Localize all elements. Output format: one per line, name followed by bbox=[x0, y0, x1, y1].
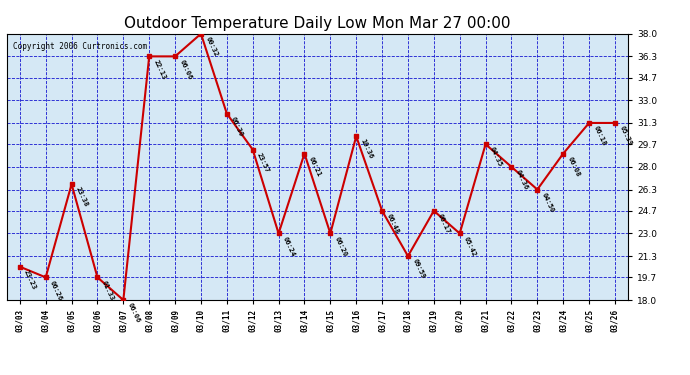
Text: 06:06: 06:06 bbox=[126, 302, 141, 324]
Text: 06:20: 06:20 bbox=[333, 236, 348, 257]
Title: Outdoor Temperature Daily Low Mon Mar 27 00:00: Outdoor Temperature Daily Low Mon Mar 27… bbox=[124, 16, 511, 31]
Text: 06:21: 06:21 bbox=[308, 156, 322, 177]
Text: 05:42: 05:42 bbox=[463, 236, 477, 257]
Text: 22:13: 22:13 bbox=[152, 58, 167, 80]
Text: 06:26: 06:26 bbox=[49, 279, 63, 301]
Text: Copyright 2006 Curtronics.com: Copyright 2006 Curtronics.com bbox=[13, 42, 147, 51]
Text: 23:38: 23:38 bbox=[75, 186, 89, 208]
Text: 09:59: 09:59 bbox=[411, 258, 426, 280]
Text: 06:06: 06:06 bbox=[178, 58, 193, 80]
Text: 04:50: 04:50 bbox=[540, 192, 555, 213]
Text: 05:39: 05:39 bbox=[618, 125, 633, 147]
Text: 06:18: 06:18 bbox=[592, 125, 607, 147]
Text: 06:24: 06:24 bbox=[282, 236, 296, 257]
Text: 06:17: 06:17 bbox=[437, 213, 451, 235]
Text: 10:36: 10:36 bbox=[359, 138, 374, 160]
Text: 23:57: 23:57 bbox=[256, 152, 270, 173]
Text: 06:48: 06:48 bbox=[385, 213, 400, 235]
Text: 04:36: 04:36 bbox=[515, 169, 529, 191]
Text: 06:30: 06:30 bbox=[230, 116, 244, 138]
Text: 01:33: 01:33 bbox=[101, 279, 115, 301]
Text: 23:23: 23:23 bbox=[23, 269, 37, 291]
Text: 04:35: 04:35 bbox=[489, 146, 503, 168]
Text: 06:08: 06:08 bbox=[566, 156, 581, 177]
Text: 00:32: 00:32 bbox=[204, 36, 219, 58]
